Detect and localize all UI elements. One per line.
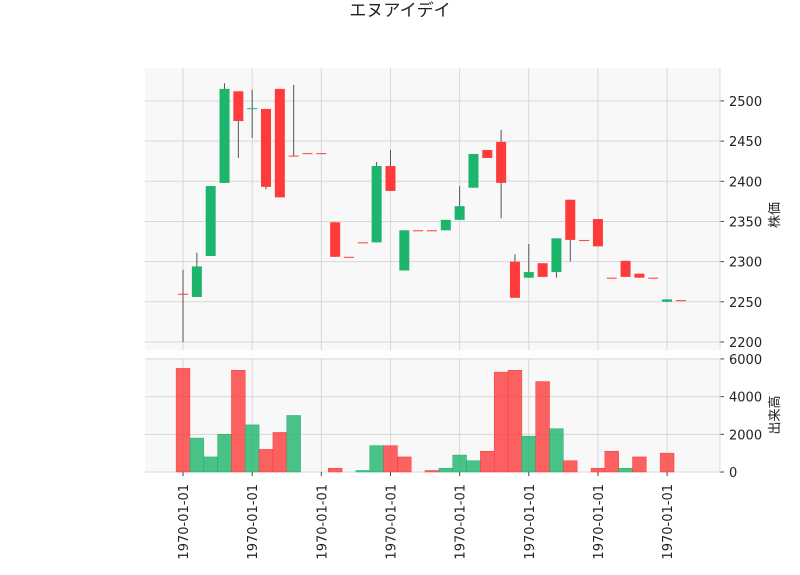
candle-body — [302, 153, 313, 155]
volume-bar — [535, 381, 550, 473]
x-tick-label: 1970-01-01 — [523, 484, 538, 560]
volume-bar — [424, 470, 440, 473]
volume-bar — [369, 445, 384, 473]
candle-body — [178, 293, 189, 295]
candle-body — [675, 300, 686, 302]
volume-bar — [507, 369, 523, 473]
volume-tick-label: 0 — [729, 466, 737, 481]
volume-bar — [493, 371, 509, 473]
volume-bar — [466, 460, 481, 473]
candle-body — [274, 88, 285, 198]
volume-bar — [549, 428, 564, 473]
y-tick-label: 2500 — [729, 95, 762, 110]
candle-body — [426, 230, 437, 232]
volume-bar — [452, 454, 467, 473]
candle-body — [648, 277, 659, 279]
candle-body — [440, 219, 451, 231]
volume-bar — [258, 449, 274, 473]
x-tick-label: 1970-01-01 — [454, 484, 469, 560]
candle-body — [454, 206, 465, 220]
y-tick-label: 2400 — [729, 175, 762, 190]
candle-body — [523, 272, 534, 278]
volume-tick-label: 2000 — [729, 428, 762, 443]
x-tick-label: 1970-01-01 — [246, 484, 261, 560]
candle-body — [579, 239, 590, 241]
volume-bar — [618, 467, 633, 473]
x-tick-label: 1970-01-01 — [177, 484, 192, 560]
x-tick-label: 1970-01-01 — [384, 484, 399, 560]
volume-bar — [590, 467, 606, 473]
candle-body — [634, 273, 645, 278]
volume-bar — [438, 467, 453, 473]
candle-body — [233, 91, 244, 122]
candle-body — [482, 149, 493, 158]
candle-body — [496, 141, 507, 183]
y-tick-label: 2200 — [729, 336, 762, 351]
volume-bar — [203, 456, 218, 473]
volume-bar — [217, 434, 232, 473]
volume-bar — [189, 437, 205, 473]
y-tick-label: 2300 — [729, 256, 762, 271]
candle-body — [261, 108, 272, 187]
chart-title: エヌアイデイ — [349, 0, 450, 21]
volume-bar — [480, 451, 495, 473]
y-axis-label: 株価 — [768, 202, 783, 228]
candle-body — [247, 108, 258, 110]
candle-body — [551, 238, 562, 273]
volume-axis-label: 出来高 — [767, 395, 783, 434]
candle-body — [468, 153, 479, 188]
candle-body — [413, 230, 424, 232]
candle-body — [662, 299, 673, 302]
candle-body — [219, 88, 230, 183]
x-tick-label: 1970-01-01 — [661, 484, 676, 560]
volume-bar — [563, 460, 578, 473]
volume-bar — [632, 456, 647, 473]
candle-body — [330, 222, 341, 257]
volume-bar — [397, 456, 412, 473]
candle-body — [357, 242, 368, 244]
volume-bar — [327, 467, 343, 473]
volume-bar — [521, 435, 536, 473]
x-tick-label: 1970-01-01 — [592, 484, 607, 560]
y-tick-label: 2250 — [729, 296, 762, 311]
candle-body — [509, 261, 520, 298]
volume-bar — [175, 368, 191, 473]
volume-bar — [355, 470, 370, 473]
candle-body — [537, 263, 548, 277]
candle-body — [343, 256, 354, 258]
volume-bar — [245, 424, 260, 473]
y-tick-label: 2450 — [729, 135, 762, 150]
candle-body — [385, 166, 396, 191]
candle-body — [565, 199, 576, 240]
volume-bar — [286, 415, 301, 473]
volume-tick-label: 4000 — [729, 391, 762, 406]
volume-bar — [383, 445, 398, 473]
candle-body — [191, 266, 202, 297]
x-tick-label: 1970-01-01 — [315, 484, 330, 560]
y-tick-label: 2350 — [729, 215, 762, 230]
volume-bar — [272, 432, 288, 473]
candle-body — [316, 153, 327, 155]
volume-tick-label: 6000 — [729, 353, 762, 368]
candle-body — [288, 155, 299, 157]
candle-body — [205, 186, 216, 256]
volume-bar — [604, 451, 619, 473]
price-panel — [145, 68, 720, 350]
candle-body — [606, 277, 617, 279]
candle-body — [399, 230, 410, 271]
volume-bar — [231, 369, 246, 473]
candle-body — [371, 166, 382, 243]
candle-body — [592, 219, 603, 247]
candle-body — [620, 260, 631, 277]
volume-bar — [659, 452, 675, 473]
